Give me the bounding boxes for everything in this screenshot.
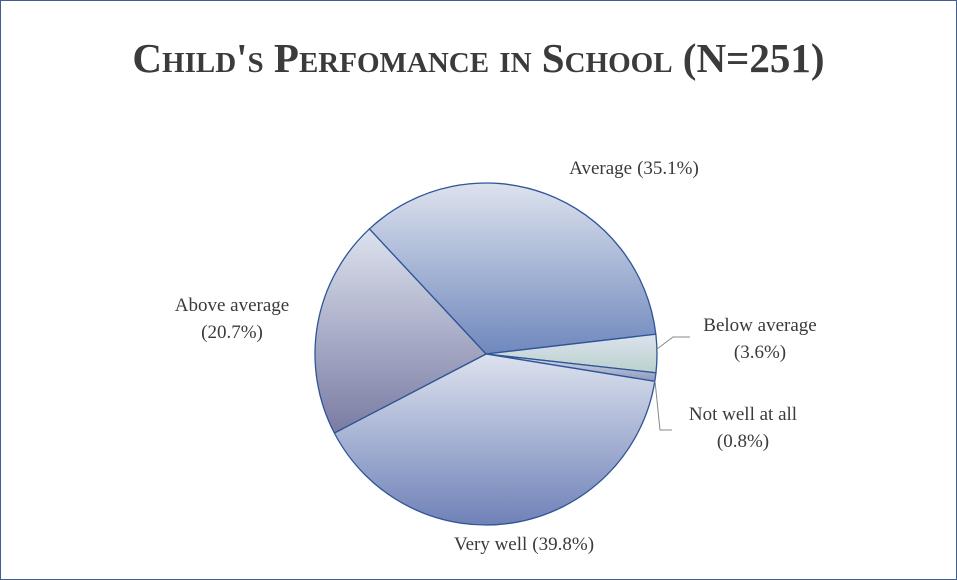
category-label: Average xyxy=(569,158,632,179)
pie-slice xyxy=(368,182,657,355)
slice-label: Above average (20.7%) xyxy=(175,295,289,343)
value-label: (0.8%) xyxy=(717,431,769,452)
slice-label: Average (35.1%) xyxy=(569,158,699,179)
category-label: Above average xyxy=(175,295,289,316)
slice-label: Not well at all (0.8%) xyxy=(689,404,797,452)
category-label: Not well at all xyxy=(689,404,797,425)
pie-slice xyxy=(314,228,488,434)
value-label: (3.6%) xyxy=(734,342,786,363)
value-label: (39.8%) xyxy=(532,534,594,555)
chart-title: Child's Perfomance in School (N=251) xyxy=(132,35,825,81)
value-label: (20.7%) xyxy=(201,322,263,343)
slice-label: Below average (3.6%) xyxy=(703,315,816,363)
category-label: Below average xyxy=(703,315,816,336)
leader-line xyxy=(656,336,690,350)
value-label: (35.1%) xyxy=(637,158,699,179)
pie-slice xyxy=(333,353,656,526)
slice-label: Very well (39.8%) xyxy=(454,534,594,555)
category-label: Very well xyxy=(454,534,527,555)
leader-line xyxy=(654,380,672,431)
